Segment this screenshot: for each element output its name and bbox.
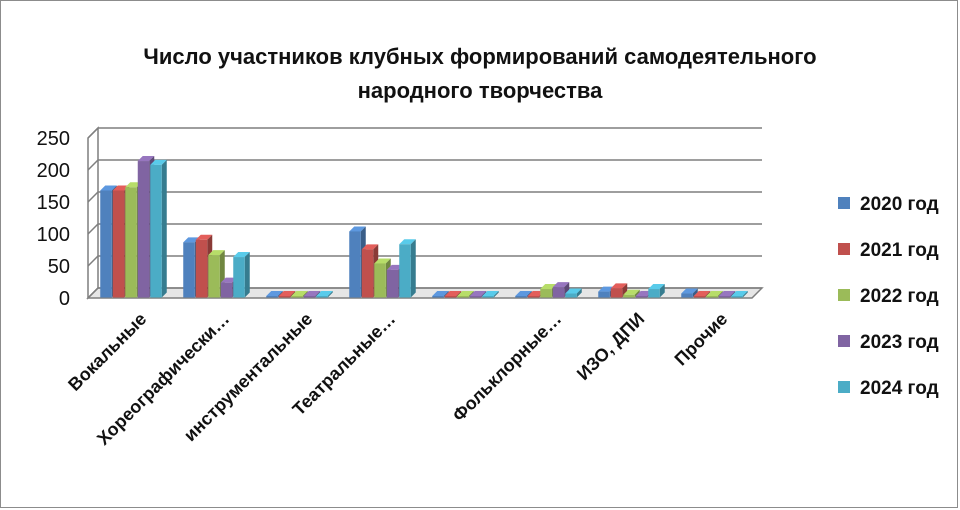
gridline (87, 255, 762, 267)
legend-label: 2020 год (860, 194, 939, 215)
x-tick-label: Вокальные (64, 309, 150, 395)
y-tick-label: 0 (59, 288, 70, 310)
bar (648, 284, 665, 298)
chart-title-line-1: Число участников клубных формирований са… (143, 44, 817, 69)
legend-label: 2024 год (860, 378, 939, 399)
side-wall (87, 126, 99, 300)
y-tick-label: 150 (37, 192, 70, 214)
legend-label: 2022 год (860, 286, 939, 307)
bar (399, 239, 416, 298)
chart-title-line-2: народного творчества (357, 78, 603, 103)
legend: 2020 год 2021 год 2022 год 2023 год 2024 год (838, 194, 939, 399)
gridline (87, 191, 762, 203)
gridlines (87, 127, 762, 299)
gridline (87, 159, 762, 171)
legend-item: 2022 год (838, 286, 939, 307)
legend-swatch (838, 381, 850, 393)
legend-item: 2023 год (838, 332, 939, 353)
y-axis: 0 50 100 150 200 250 (37, 128, 70, 310)
bar (316, 291, 333, 298)
bar (623, 289, 640, 298)
gridline (87, 127, 762, 139)
y-tick-label: 100 (37, 224, 70, 246)
gridline (87, 223, 762, 235)
legend-swatch (838, 197, 850, 209)
bars (100, 156, 748, 298)
legend-label: 2021 год (860, 240, 939, 261)
bar (150, 159, 167, 298)
bar (565, 288, 582, 298)
bar (610, 283, 628, 298)
bar (681, 288, 698, 298)
x-tick-label: Прочие (671, 309, 732, 370)
x-tick-label: ИЗО, ДПИ (573, 309, 648, 384)
chart-title: Число участников клубных формирований са… (0, 40, 960, 108)
bar (233, 252, 250, 298)
legend-swatch (838, 243, 850, 255)
legend-swatch (838, 335, 850, 347)
y-tick-label: 50 (48, 256, 70, 278)
x-axis: ВокальныеХореографически…инструментальны… (64, 309, 731, 449)
legend-item: 2020 год (838, 194, 939, 215)
gridline (87, 287, 762, 299)
legend-label: 2023 год (860, 332, 939, 353)
bar (731, 291, 748, 298)
x-tick-label: Фольклорные… (449, 309, 566, 426)
y-tick-label: 250 (37, 128, 70, 150)
y-tick-label: 200 (37, 160, 70, 182)
bar (482, 291, 499, 298)
legend-swatch (838, 289, 850, 301)
legend-item: 2021 год (838, 240, 939, 261)
legend-item: 2024 год (838, 378, 939, 399)
